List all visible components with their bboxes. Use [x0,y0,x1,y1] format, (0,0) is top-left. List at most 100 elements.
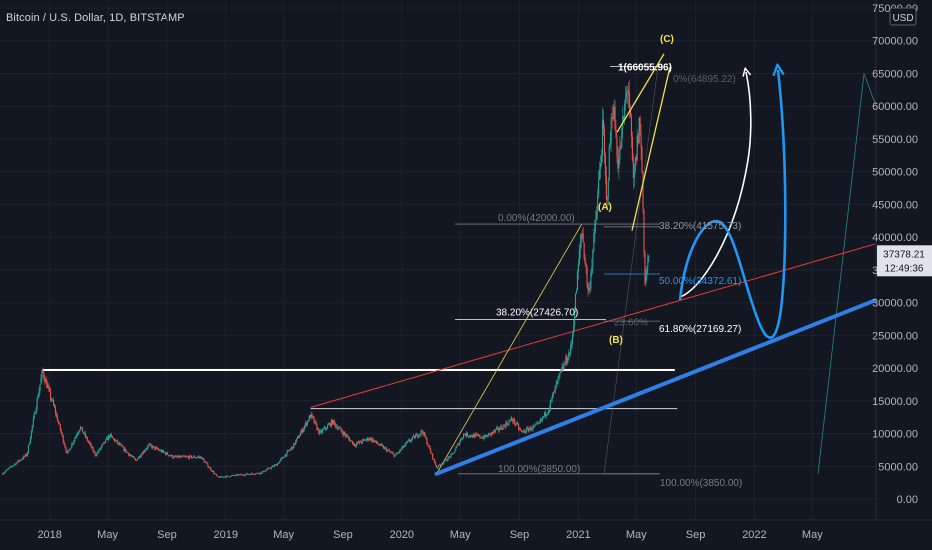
candle-body [102,443,104,446]
candle-body [273,465,276,467]
candle-body [195,457,197,459]
candle-body [601,119,604,157]
candle-body [128,453,130,456]
candle-body [98,449,100,452]
candle-body [623,116,625,119]
candle-body [209,467,211,469]
candle-body [103,441,105,444]
candle-body [91,447,93,449]
candle-body [442,462,444,464]
candle-body [208,466,210,468]
candle-body [586,267,588,285]
candle-body [299,435,301,438]
candle-body [482,437,484,439]
candle-body [517,422,519,425]
candle-body [416,433,418,438]
candle-body [454,450,456,453]
price-tick-label: 60000.00 [872,101,918,113]
candle-body [255,473,257,474]
last-price-tag [877,245,932,277]
last-price-label: 37378.21 [883,249,925,260]
candle-body [244,474,247,476]
candle-body [526,428,528,429]
candle-body [338,427,340,429]
candle-body [398,452,400,453]
candle-body [73,441,75,444]
candle-body [514,419,516,425]
candle-body [489,433,491,434]
candle-body [133,456,135,458]
candle-body [301,429,304,432]
candle-body [435,462,437,466]
candle-body [159,449,161,451]
candle-body [440,464,442,466]
candle-body [505,422,507,428]
candle-body [447,456,449,461]
candle-body [508,421,510,425]
candle-body [168,455,170,457]
candle-body [582,233,584,243]
candle-body [523,430,525,433]
candle-body [105,439,107,443]
candle-body [364,439,366,441]
candle-body [346,435,348,437]
candle-body [430,449,432,453]
price-tick-label: 45000.00 [872,199,918,211]
candle-body [61,433,63,436]
candle-body [466,432,468,437]
candle-body [164,452,167,455]
candle-body [78,431,80,434]
candle-body [85,436,87,438]
candle-body [135,460,138,462]
candle-body [20,459,22,461]
candle-body [39,384,41,391]
candle-body [77,433,79,436]
candle-body [281,457,283,459]
candle-body [57,421,59,423]
candle-body [300,429,303,433]
candles [1,80,650,478]
candle-body [25,454,27,457]
candle-body [429,445,431,450]
candle-body [175,455,177,457]
candle-body [569,352,571,354]
candle-body [214,473,216,475]
time-tick-label: Sep [333,529,353,541]
candle-body [34,413,36,414]
candle-body [224,476,226,478]
candle-body [518,424,520,430]
candle-body [400,449,402,451]
candle-body [146,447,148,449]
candle-body [291,446,293,449]
candle-body [461,438,463,440]
candle-body [79,429,81,432]
candle-body [243,475,245,476]
candle-body [96,452,98,456]
fib-label: 100.00%(3850.00) [660,478,742,489]
candle-body [153,446,155,447]
candle-body [299,432,302,436]
candle-body [330,419,332,427]
candle-body [552,391,554,396]
candle-body [174,455,176,457]
time-tick-label: Sep [510,529,530,541]
candle-body [15,463,17,465]
candle-body [359,441,361,443]
candle-body [439,465,441,466]
candle-body [460,438,462,442]
candle-body [427,444,429,446]
candle-body [282,457,284,458]
candle-body [149,444,151,446]
candle-body [23,455,25,459]
candle-body [524,432,526,433]
candle-body [212,471,214,472]
candle-body [254,473,256,475]
candle-body [46,380,48,389]
candle-body [373,440,375,442]
candle-body [17,460,19,463]
candle-body [65,447,67,452]
wave-label-c: (C) [660,34,674,45]
candle-body [21,459,23,460]
candle-body [579,242,581,251]
